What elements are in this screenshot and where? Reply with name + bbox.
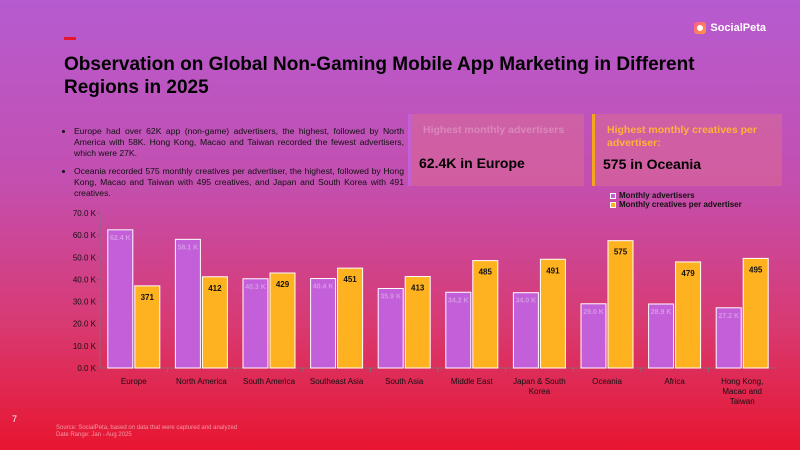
y-tick-label: 20.0 K (73, 320, 97, 329)
data-label-advertisers: 35.9 K (380, 294, 401, 301)
bar-advertisers (512, 292, 539, 369)
data-label-advertisers: 40.3 K (245, 284, 266, 291)
data-label-creatives: 413 (411, 284, 425, 293)
bar-advertisers (377, 288, 404, 369)
legend-item-advertisers: Monthly advertisers (610, 191, 742, 200)
x-category-label: Southeast Asia (310, 377, 364, 386)
bar-creatives (607, 240, 634, 369)
logo-text: SocialPeta (710, 22, 766, 34)
bar-advertisers (715, 307, 742, 369)
bar-advertisers (242, 278, 269, 369)
data-label-advertisers: 58.1 K (178, 244, 199, 251)
data-label-creatives: 485 (479, 268, 493, 277)
legend-label: Monthly creatives per advertiser (619, 200, 742, 209)
x-category-label: Oceania (592, 377, 622, 386)
socialpeta-logo: SocialPeta (694, 22, 766, 34)
x-category-label: Macao and (722, 387, 762, 396)
data-label-creatives: 412 (208, 284, 222, 293)
x-category-label: Europe (121, 377, 147, 386)
bar-creatives (201, 276, 228, 369)
bar-advertisers (580, 303, 607, 369)
bar-advertisers (445, 291, 472, 369)
source-line: Source: SocialPeta, based on data that w… (56, 425, 238, 431)
data-label-advertisers: 34.0 K (516, 298, 537, 305)
legend-item-creatives: Monthly creatives per advertiser (610, 200, 742, 209)
x-category-label: South America (243, 377, 296, 386)
x-category-label: Africa (664, 377, 685, 386)
card-value: 575 in Oceania (603, 156, 702, 172)
data-label-advertisers: 27.2 K (718, 313, 739, 320)
data-label-advertisers: 29.0 K (583, 309, 604, 316)
bullet-advertisers: Europe had over 62K app (non-game) adver… (74, 126, 404, 159)
bar-advertisers (107, 229, 134, 369)
x-category-label: Middle East (451, 377, 494, 386)
data-label-creatives: 495 (749, 265, 763, 274)
card-value: 62.4K in Europe (419, 155, 525, 171)
y-tick-label: 40.0 K (73, 275, 97, 284)
bar-creatives (404, 276, 431, 369)
bar-creatives (134, 285, 161, 369)
y-tick-label: 10.0 K (73, 342, 97, 351)
legend-label: Monthly advertisers (619, 191, 695, 200)
x-category-label: Hong Kong, (721, 377, 763, 386)
data-label-creatives: 575 (614, 248, 628, 257)
highlight-card-creatives: Highest monthly creatives per advertiser… (592, 114, 782, 186)
y-tick-label: 0.0 K (77, 364, 96, 373)
x-category-label: Korea (529, 387, 551, 396)
bar-creatives (539, 258, 566, 369)
chart-legend: Monthly advertisers Monthly creatives pe… (610, 191, 742, 209)
bar-creatives (675, 261, 702, 369)
section-tag (64, 37, 76, 40)
x-category-label: South Asia (385, 377, 424, 386)
data-label-advertisers: 34.2 K (448, 297, 469, 304)
y-tick-label: 70.0 K (73, 209, 97, 218)
x-category-label: Taiwan (730, 397, 755, 406)
bar-advertisers (648, 303, 675, 369)
bar-creatives (742, 257, 769, 369)
date-range-line: Date Range: Jan - Aug 2025 (56, 432, 132, 438)
card-label: Highest monthly advertisers (423, 124, 565, 136)
data-label-advertisers: 40.4 K (313, 284, 334, 291)
logo-icon (694, 22, 707, 34)
y-tick-label: 60.0 K (73, 231, 97, 240)
data-label-creatives: 491 (546, 266, 560, 275)
legend-swatch-creatives (610, 201, 616, 208)
legend-swatch-advertisers (610, 192, 616, 199)
y-tick-label: 50.0 K (73, 253, 97, 262)
bar-advertisers (310, 278, 337, 369)
data-label-advertisers: 28.9 K (651, 309, 672, 316)
bar-creatives (472, 260, 499, 369)
x-category-label: Japan & South (513, 377, 565, 386)
source-note: Source: SocialPeta, based on data that w… (56, 425, 237, 439)
bar-advertisers (174, 238, 201, 369)
bar-creatives (337, 267, 364, 369)
data-label-advertisers: 62.4 K (110, 235, 131, 242)
bullet-creatives: Oceania recorded 575 monthly creatives p… (74, 166, 404, 199)
card-label: Highest monthly creatives per advertiser… (607, 124, 757, 149)
data-label-creatives: 451 (343, 275, 357, 284)
data-label-creatives: 479 (681, 269, 695, 278)
bar-creatives (269, 272, 296, 369)
page-number: 7 (12, 414, 18, 424)
data-label-creatives: 429 (276, 280, 290, 289)
x-category-label: North America (176, 377, 227, 386)
page-title: Observation on Global Non-Gaming Mobile … (64, 54, 695, 98)
highlight-card-advertisers: Highest monthly advertisers 62.4K in Eur… (408, 114, 584, 186)
data-label-creatives: 371 (141, 293, 155, 302)
insight-bullets: Europe had over 62K app (non-game) adver… (60, 126, 404, 206)
y-tick-label: 30.0 K (73, 298, 97, 307)
